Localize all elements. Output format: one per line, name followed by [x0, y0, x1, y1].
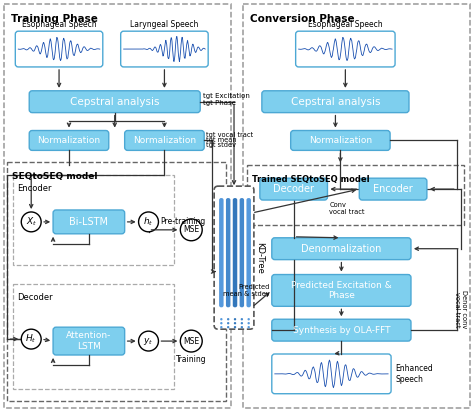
FancyBboxPatch shape — [29, 91, 200, 112]
FancyBboxPatch shape — [240, 198, 244, 307]
Text: Attention-
LSTM: Attention- LSTM — [66, 331, 111, 351]
FancyBboxPatch shape — [272, 319, 411, 341]
FancyBboxPatch shape — [291, 131, 390, 150]
FancyBboxPatch shape — [272, 354, 391, 394]
FancyBboxPatch shape — [272, 274, 411, 306]
FancyBboxPatch shape — [272, 238, 411, 260]
Text: Normalization: Normalization — [37, 136, 100, 145]
FancyBboxPatch shape — [296, 31, 395, 67]
Text: Normalization: Normalization — [309, 136, 372, 145]
Text: Conv
vocal tract: Conv vocal tract — [329, 202, 365, 215]
Text: tgt stdev: tgt stdev — [206, 143, 236, 148]
Text: KD-Tree: KD-Tree — [255, 242, 264, 274]
Circle shape — [247, 326, 250, 328]
Circle shape — [220, 318, 222, 321]
FancyBboxPatch shape — [214, 186, 254, 329]
FancyBboxPatch shape — [125, 131, 204, 150]
FancyBboxPatch shape — [29, 131, 109, 150]
Text: Encoder: Encoder — [17, 184, 52, 193]
Text: $h_t$: $h_t$ — [143, 215, 154, 228]
FancyBboxPatch shape — [359, 178, 427, 200]
Text: Pre-training: Pre-training — [161, 218, 206, 226]
Bar — [243, 5, 470, 407]
Text: Predicted
mean & stdev: Predicted mean & stdev — [223, 284, 270, 297]
Circle shape — [234, 318, 236, 321]
Circle shape — [220, 322, 222, 324]
FancyBboxPatch shape — [246, 198, 251, 307]
Bar — [247, 165, 464, 225]
Text: Cepstral analysis: Cepstral analysis — [291, 97, 380, 107]
Text: MSE: MSE — [183, 337, 200, 346]
Text: Predicted Excitation &
Phase: Predicted Excitation & Phase — [291, 281, 392, 300]
FancyBboxPatch shape — [15, 31, 103, 67]
Circle shape — [227, 318, 229, 321]
Text: Decoder: Decoder — [273, 184, 314, 194]
Circle shape — [247, 322, 250, 324]
Text: Normalization: Normalization — [133, 136, 196, 145]
Bar — [4, 5, 231, 407]
Text: Synthesis by OLA-FFT: Synthesis by OLA-FFT — [292, 325, 390, 335]
FancyBboxPatch shape — [233, 198, 237, 307]
FancyBboxPatch shape — [219, 198, 224, 307]
Text: $y_t$: $y_t$ — [144, 336, 154, 346]
Circle shape — [180, 330, 202, 352]
FancyBboxPatch shape — [262, 91, 409, 112]
Text: Bi-LSTM: Bi-LSTM — [69, 217, 109, 227]
Text: Trained SEQtoSEQ model: Trained SEQtoSEQ model — [252, 175, 370, 184]
Circle shape — [138, 212, 158, 232]
FancyBboxPatch shape — [226, 198, 230, 307]
Text: tgt mean: tgt mean — [206, 138, 237, 143]
Circle shape — [21, 329, 41, 349]
Bar — [13, 175, 174, 265]
Circle shape — [234, 326, 236, 328]
Text: Denor conv
vocal tract: Denor conv vocal tract — [454, 290, 467, 328]
Text: Denormalization: Denormalization — [301, 244, 382, 254]
Circle shape — [234, 322, 236, 324]
Text: Training: Training — [176, 355, 207, 364]
Text: Conversion Phase: Conversion Phase — [250, 14, 355, 24]
Circle shape — [220, 326, 222, 328]
Circle shape — [180, 219, 202, 241]
Text: tgt Phase: tgt Phase — [203, 100, 236, 106]
Circle shape — [227, 322, 229, 324]
Bar — [8, 162, 226, 401]
Text: Esophageal Speech: Esophageal Speech — [308, 20, 383, 29]
Text: MSE: MSE — [183, 225, 200, 234]
Text: SEQtoSEQ model: SEQtoSEQ model — [12, 172, 98, 181]
Text: Laryngeal Speech: Laryngeal Speech — [130, 20, 199, 29]
Circle shape — [247, 318, 250, 321]
Circle shape — [138, 331, 158, 351]
Circle shape — [227, 326, 229, 328]
FancyBboxPatch shape — [53, 210, 125, 234]
Bar — [13, 284, 174, 389]
Text: $H_t$: $H_t$ — [26, 333, 37, 345]
Circle shape — [241, 318, 243, 321]
Text: tgt vocal tract: tgt vocal tract — [206, 131, 253, 138]
Circle shape — [241, 326, 243, 328]
Circle shape — [21, 212, 41, 232]
Text: Encoder: Encoder — [373, 184, 413, 194]
Text: Training Phase: Training Phase — [11, 14, 98, 24]
FancyBboxPatch shape — [260, 178, 328, 200]
Text: Esophageal Speech: Esophageal Speech — [22, 20, 96, 29]
Text: Cepstral analysis: Cepstral analysis — [70, 97, 159, 107]
FancyBboxPatch shape — [53, 327, 125, 355]
FancyBboxPatch shape — [121, 31, 208, 67]
Circle shape — [241, 322, 243, 324]
Text: tgt Excitation: tgt Excitation — [203, 93, 250, 99]
Text: Enhanced
Speech: Enhanced Speech — [395, 364, 433, 384]
Text: Decoder: Decoder — [17, 293, 53, 302]
Text: $X_t$: $X_t$ — [26, 215, 37, 228]
